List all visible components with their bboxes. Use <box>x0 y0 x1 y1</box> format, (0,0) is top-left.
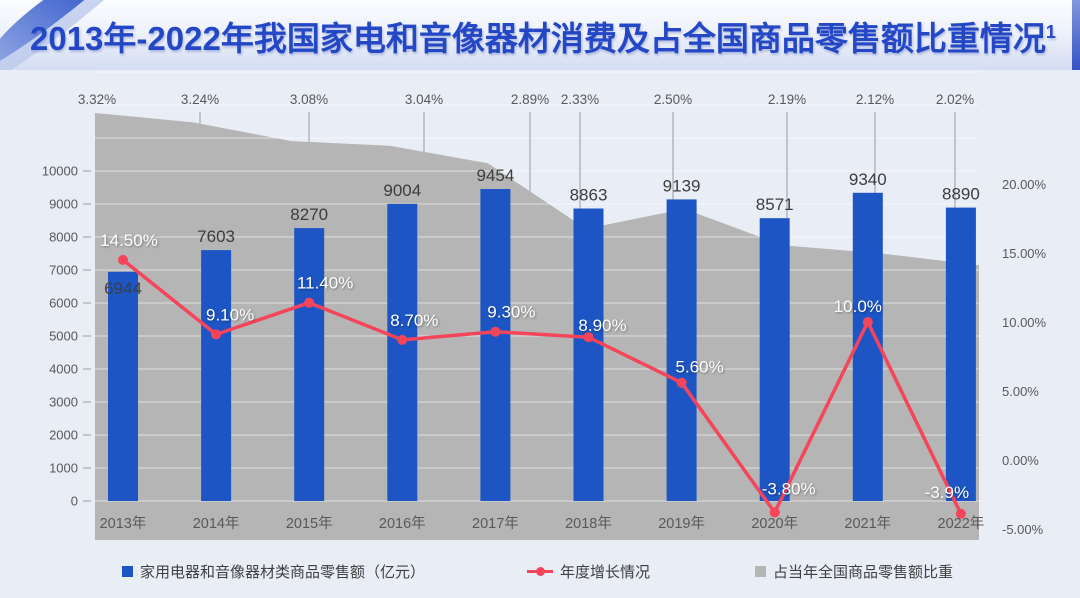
page-title: 2013年-2022年我国家电和音像器材消费及占全国商品零售额比重情况1 <box>30 20 1056 57</box>
legend-label-line: 年度增长情况 <box>560 563 651 581</box>
bar-value-label: 8863 <box>570 186 608 205</box>
swoosh-shape <box>0 0 85 62</box>
area-value-label: 3.08% <box>290 92 328 107</box>
line-point <box>304 297 315 308</box>
left-axis-tick: 7000 <box>49 263 78 278</box>
bar-value-label: 9340 <box>849 170 887 189</box>
left-axis-tick: 0 <box>71 494 78 509</box>
bar-2020年 <box>759 218 790 501</box>
line-point <box>676 377 687 388</box>
left-axis-tick: 5000 <box>49 329 78 344</box>
legend-item-retail-bar: 家用电器和音像器材类商品零售额（亿元） <box>122 560 425 582</box>
bar-value-label: 6944 <box>104 279 142 298</box>
x-axis-label: 2019年 <box>658 515 705 532</box>
area-value-label: 2.19% <box>768 92 806 107</box>
line-value-label: 5.60% <box>675 358 723 377</box>
bar-2013年 <box>108 271 138 501</box>
bar-2014年 <box>201 250 232 501</box>
bar-2015年 <box>294 228 325 501</box>
bar-value-label: 8571 <box>756 195 794 214</box>
line-point <box>955 508 966 519</box>
right-axis-tick: -5.00% <box>1002 522 1044 537</box>
area-value-label: 3.32% <box>78 92 116 107</box>
left-axis-tick: 3000 <box>49 395 78 410</box>
legend-swatch-area <box>755 565 766 577</box>
x-axis-label: 2017年 <box>472 515 519 532</box>
line-value-label: 8.90% <box>578 316 626 335</box>
legend-label-area: 占当年全国商品零售额比重 <box>773 563 954 581</box>
line-value-label: 9.10% <box>206 305 254 324</box>
legend-line-dot <box>536 566 545 576</box>
left-axis-tick: 2000 <box>49 428 78 443</box>
legend-item-growth-line: 年度增长情况 <box>527 560 650 582</box>
area-value-label: 2.89% <box>511 92 549 107</box>
left-axis-tick: 9000 <box>49 197 78 212</box>
line-value-label: 14.50% <box>100 231 158 250</box>
bar-2018年 <box>573 208 604 501</box>
bar-2016年 <box>387 203 418 501</box>
line-series-growth <box>121 258 963 516</box>
line-point <box>769 507 780 518</box>
line-value-label: 9.30% <box>487 303 535 322</box>
right-axis-tick: 0.00% <box>1002 453 1039 468</box>
bar-value-label: 8890 <box>942 185 980 204</box>
x-axis-label: 2014年 <box>193 515 240 532</box>
bar-value-label: 9454 <box>476 166 514 185</box>
legend-swatch-bar <box>122 565 133 577</box>
line-point <box>118 254 128 265</box>
title-superscript: 1 <box>1045 22 1056 42</box>
banner-decoration <box>0 0 1080 70</box>
line-point <box>490 326 501 337</box>
right-axis-tick: 10.00% <box>1002 315 1047 330</box>
x-axis-label: 2018年 <box>565 515 612 532</box>
bar-value-label: 9139 <box>663 176 701 195</box>
x-axis-label: 2013年 <box>100 515 147 532</box>
title-banner: 2013年-2022年我国家电和音像器材消费及占全国商品零售额比重情况1 <box>0 0 1080 70</box>
left-axis-tick: 1000 <box>49 461 78 476</box>
banner-right-edge <box>1072 0 1080 70</box>
bar-2017年 <box>480 189 511 501</box>
line-value-label: -3.9% <box>925 483 969 502</box>
x-axis-label: 2016年 <box>379 515 426 532</box>
legend: 家用电器和音像器材类商品零售额（亿元） 年度增长情况 占当年全国商品零售额比重 <box>0 560 1080 582</box>
left-axis-tick: 8000 <box>49 230 78 245</box>
x-axis-label: 2015年 <box>286 515 333 532</box>
left-axis-tick: 10000 <box>42 164 78 179</box>
left-axis-tick: 6000 <box>49 296 78 311</box>
bar-value-label: 8270 <box>290 205 328 224</box>
x-axis-label: 2022年 <box>938 515 985 532</box>
bar-value-label: 7603 <box>197 227 235 246</box>
right-axis-tick: 5.00% <box>1002 384 1039 399</box>
area-value-label: 2.50% <box>654 92 692 107</box>
area-value-label: 3.04% <box>405 92 443 107</box>
legend-label-bar: 家用电器和音像器材类商品零售额（亿元） <box>140 563 426 581</box>
legend-item-share-area: 占当年全国商品零售额比重 <box>755 560 953 582</box>
area-value-label: 2.12% <box>856 92 894 107</box>
x-axis-label: 2021年 <box>844 515 891 532</box>
area-value-label: 2.02% <box>936 92 974 107</box>
x-axis-label: 2020年 <box>751 515 798 532</box>
bar-2019年 <box>666 199 697 501</box>
line-value-label: 8.70% <box>390 311 438 330</box>
line-value-label: -3.80% <box>762 479 816 498</box>
bar-2021年 <box>852 192 883 502</box>
chart-area: 6944 7603 8270 9004 9454 8863 9139 8571 9340 8890… <box>0 70 1080 593</box>
left-axis-tick: 4000 <box>49 362 78 377</box>
line-point <box>211 329 222 340</box>
line-value-label: 11.40% <box>297 274 353 293</box>
line-point <box>397 334 408 345</box>
bar-value-label: 9004 <box>383 181 421 200</box>
area-value-label: 2.33% <box>561 92 599 107</box>
line-value-label: 10.0% <box>834 297 882 316</box>
legend-line-marker <box>527 566 553 576</box>
bar-2022年 <box>945 207 976 501</box>
right-axis-tick: 20.00% <box>1002 177 1047 192</box>
area-value-label: 3.24% <box>181 92 219 107</box>
line-point <box>583 332 594 343</box>
right-axis-tick: 15.00% <box>1002 246 1047 261</box>
combo-chart: 6944 7603 8270 9004 9454 8863 9139 8571 9340 8890… <box>42 71 1047 540</box>
line-point <box>862 317 873 327</box>
swoosh-echo-shape <box>0 0 104 70</box>
